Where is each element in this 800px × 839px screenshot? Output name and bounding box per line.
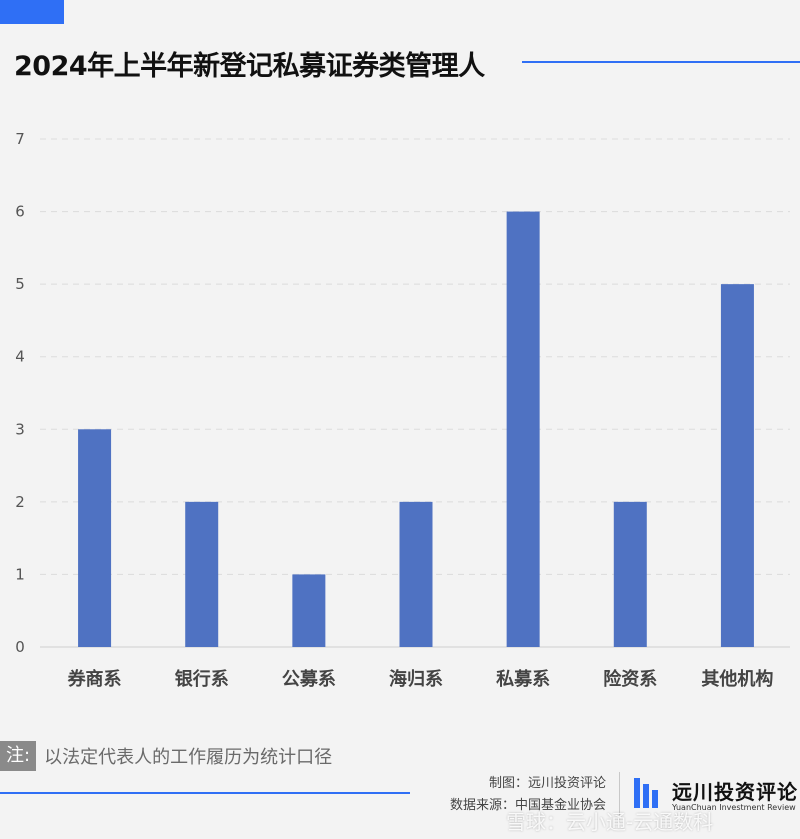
x-tick-label: 海归系: [389, 668, 443, 690]
bar: [185, 501, 219, 647]
bar-logo-icon: [634, 778, 664, 808]
x-tick-label: 公募系: [282, 669, 336, 690]
footnote-text: 以法定代表人的工作履历为统计口径: [44, 747, 333, 768]
logo-name-cn: 远川投资评论: [672, 780, 798, 804]
footnote: 注: 以法定代表人的工作履历为统计口径: [0, 741, 332, 771]
y-tick-label: 1: [15, 565, 25, 583]
watermark: 雪球：云小通-云通数科: [506, 810, 714, 834]
x-tick-label: 险资系: [603, 668, 657, 690]
bars-layer: [78, 211, 754, 648]
credits: 制图：远川投资评论 数据来源：中国基金业协会: [450, 773, 606, 817]
bar-chart: 0 1 2 3 4 5 6 7 券商系 银行系 公募系 海归系 私募系 险资系 其他机构: [15, 130, 790, 690]
y-axis-ticks: 0 1 2 3 4 5 6 7: [15, 130, 25, 656]
bar: [506, 211, 540, 648]
bar: [720, 284, 754, 647]
y-tick-label: 6: [15, 203, 25, 221]
publisher-logo: 远川投资评论 YuanChuan Investment Review: [630, 776, 798, 822]
bar: [292, 574, 326, 647]
x-tick-label: 其他机构: [701, 668, 773, 690]
y-tick-label: 2: [15, 493, 25, 511]
y-tick-label: 7: [15, 130, 25, 148]
y-tick-label: 5: [15, 275, 25, 293]
x-axis-ticks: 券商系 银行系 公募系 海归系 私募系 险资系 其他机构: [67, 668, 774, 690]
x-tick-label: 银行系: [175, 668, 229, 690]
chart-title: 2024年上半年新登记私募证券类管理人: [14, 51, 485, 82]
bar: [399, 501, 433, 647]
y-tick-label: 0: [15, 638, 25, 656]
bar: [613, 501, 647, 647]
title-rule: [522, 61, 800, 63]
y-tick-label: 4: [15, 348, 25, 366]
credits-separator: [619, 772, 620, 822]
footnote-tag: 注:: [0, 741, 37, 771]
footer-rule: [0, 792, 410, 794]
source-credit: 数据来源：中国基金业协会: [449, 798, 606, 813]
x-tick-label: 私募系: [496, 669, 550, 690]
maker-credit: 制图：远川投资评论: [488, 776, 606, 791]
y-tick-label: 3: [15, 420, 25, 438]
logo-name-en: YuanChuan Investment Review: [672, 803, 796, 812]
x-tick-label: 券商系: [67, 668, 122, 690]
bar: [78, 429, 112, 647]
accent-block: [0, 0, 64, 24]
